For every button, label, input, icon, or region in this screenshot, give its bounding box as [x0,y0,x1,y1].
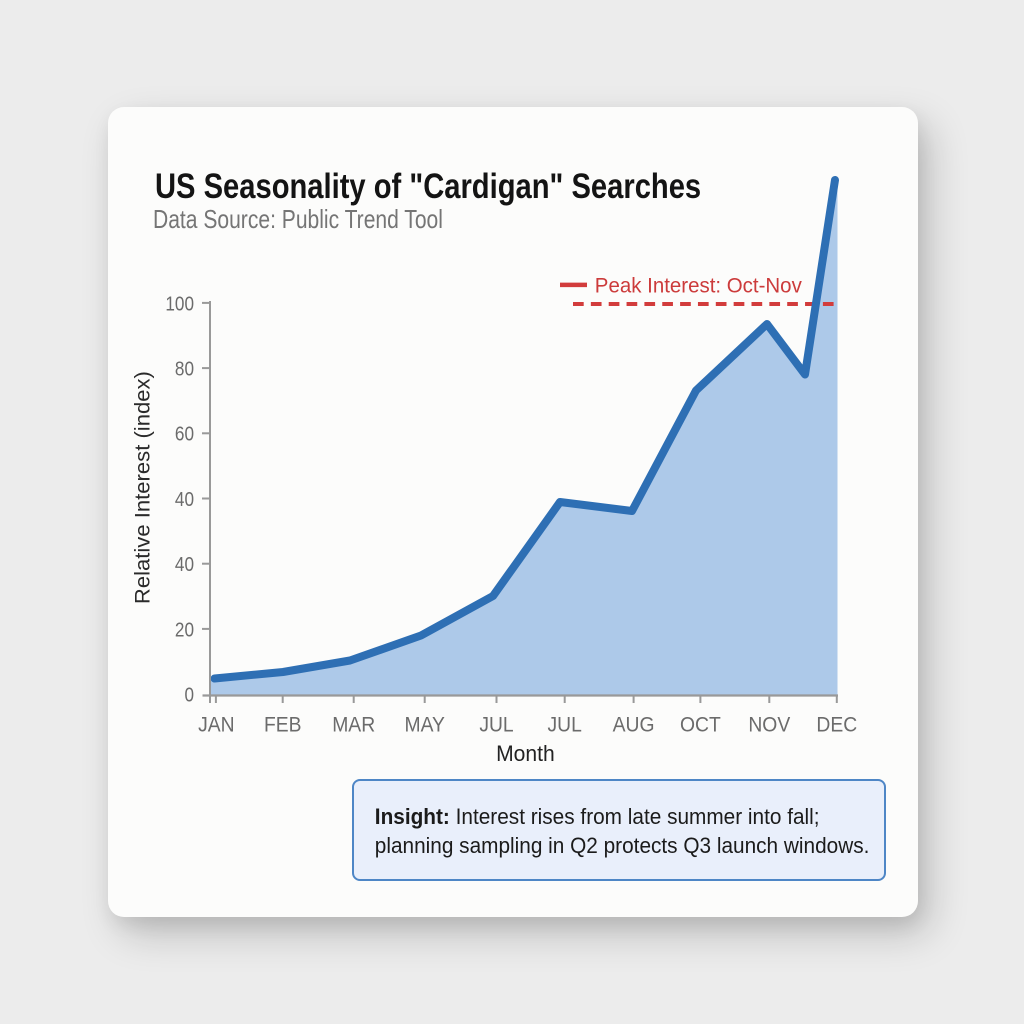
svg-text:DEC: DEC [816,714,857,737]
svg-text:Peak Interest: Oct-Nov: Peak Interest: Oct-Nov [595,273,802,297]
svg-text:100: 100 [165,292,194,315]
svg-text:Relative Interest (index): Relative Interest (index) [132,371,155,604]
svg-text:60: 60 [175,423,194,446]
svg-text:MAR: MAR [332,714,375,737]
svg-text:0: 0 [185,684,195,707]
svg-text:Month: Month [496,741,555,766]
svg-text:80: 80 [175,358,194,381]
svg-text:OCT: OCT [680,714,721,737]
svg-text:AUG: AUG [613,714,655,737]
svg-text:JAN: JAN [198,714,235,737]
svg-text:FEB: FEB [264,714,302,737]
svg-text:JUL: JUL [548,714,582,737]
svg-text:20: 20 [175,618,194,641]
svg-text:JUL: JUL [479,714,513,737]
svg-text:NOV: NOV [748,714,790,737]
svg-text:40: 40 [175,488,194,511]
svg-text:MAY: MAY [405,714,445,737]
svg-text:40: 40 [175,553,194,576]
